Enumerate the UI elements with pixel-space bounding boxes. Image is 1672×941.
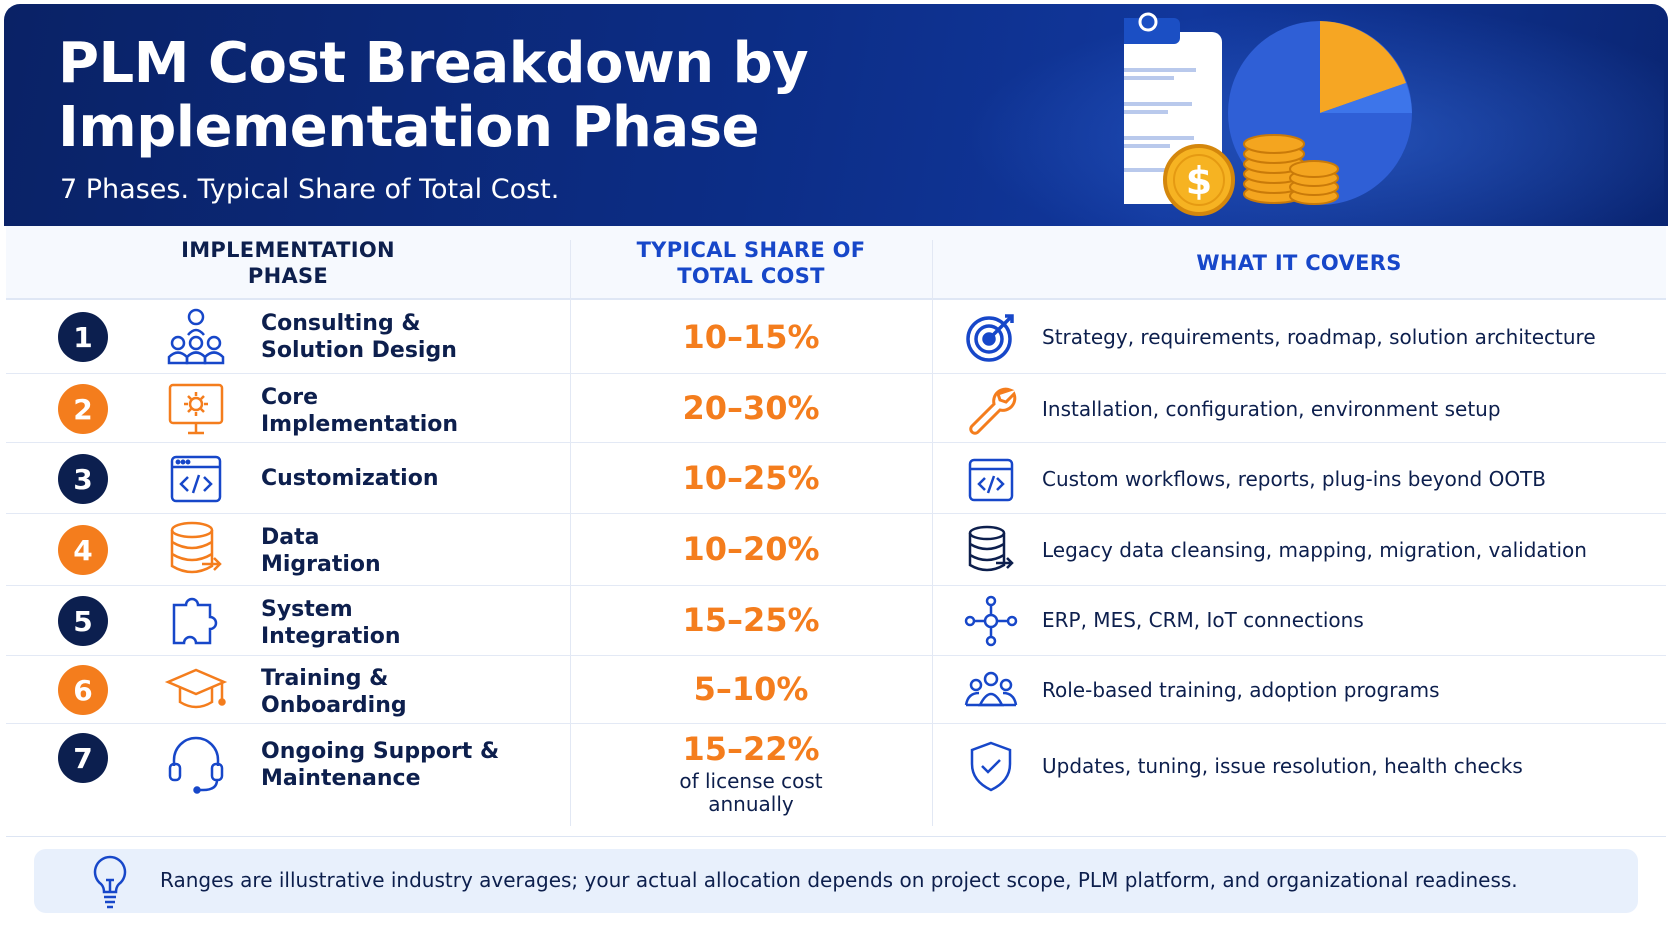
consulting-team-icon [167,308,225,365]
disclaimer-text: Ranges are illustrative industry average… [160,868,1518,892]
table-row: 6 Training & Onboarding 5–10% Role-based … [6,656,1666,724]
column-header-phase: IMPLEMENTATION PHASE [181,238,395,288]
column-header-share: TYPICAL SHARE OF TOTAL COST [636,238,866,288]
cost-share-value: 15–25% [682,601,820,639]
table-header: IMPLEMENTATION PHASE TYPICAL SHARE OF TOTA… [6,226,1666,300]
column-header-covers: WHAT IT COVERS [1196,251,1402,275]
table-row: 4 Data Migration 10–20% Legacy data clean… [6,514,1666,586]
clipboard-pie-coins-icon: $ [1124,12,1412,216]
cost-share-note: of license cost annually [679,769,823,816]
lightbulb-icon [93,855,127,909]
wrench-icon [969,387,1017,435]
graduation-cap-icon [164,668,228,709]
network-hub-icon [964,595,1018,647]
cost-table: IMPLEMENTATION PHASE TYPICAL SHARE OF TOTA… [6,226,1666,837]
title-line-2: Implementation Phase [58,95,760,160]
phase-number-badge: 1 [58,312,108,362]
phase-name: Core Implementation [261,385,459,437]
phase-name: Ongoing Support & Maintenance [261,739,500,791]
table-row: 3 Customization 10–25% Custom workflows,… [6,443,1666,514]
table-row: 7 Ongoing Support & Maintenance 15–22% of… [6,724,1666,816]
database-arrow-icon [170,521,222,574]
phase-number-badge: 2 [58,384,108,434]
table-row: 2 Core Implementation 20–30% Installation… [6,374,1666,443]
phase-name: Consulting & Solution Design [261,311,457,363]
cost-share-value: 5–10% [693,670,809,708]
shield-check-icon [970,741,1012,792]
phase-name: Customization [261,466,439,491]
cost-share-value: 10–25% [682,459,820,497]
phase-number-badge: 4 [58,525,108,575]
cost-share-value: 10–20% [682,530,820,568]
phase-number-badge: 3 [58,454,108,504]
covers-description: Custom workflows, reports, plug-ins beyo… [1042,467,1546,491]
database-arrow-icon [968,525,1014,572]
people-group-icon [964,671,1018,707]
covers-description: Installation, configuration, environment… [1042,397,1501,421]
cost-share-value: 15–22% [682,730,820,768]
phase-number-badge: 5 [58,596,108,646]
covers-description: Legacy data cleansing, mapping, migratio… [1042,538,1587,562]
disclaimer-note: Ranges are illustrative industry average… [34,849,1638,913]
header-banner: PLM Cost Breakdown by Implementation Pha… [4,4,1668,226]
column-divider [932,240,933,826]
page-title: PLM Cost Breakdown by Implementation Pha… [58,32,958,160]
covers-description: Strategy, requirements, roadmap, solutio… [1042,325,1596,349]
phase-number-badge: 6 [58,665,108,715]
cost-share-value: 10–15% [682,318,820,356]
table-row: 5 System Integration 15–25% ERP, MES, CRM… [6,586,1666,656]
page-subtitle: 7 Phases. Typical Share of Total Cost. [60,174,560,205]
puzzle-icon [172,597,218,645]
code-window-icon [170,455,222,503]
title-line-1: PLM Cost Breakdown by [58,31,809,96]
covers-description: Role-based training, adoption programs [1042,678,1440,702]
code-window-icon [968,458,1014,502]
headset-icon [168,736,224,794]
phase-number-badge: 7 [58,733,108,783]
svg-text:$: $ [1186,159,1212,203]
phase-name: Data Migration [261,525,381,577]
target-icon [966,314,1014,362]
cost-share-value: 20–30% [682,389,820,427]
table-row: 1 Consulting & Solution Design 10–15% Str… [6,300,1666,374]
monitor-gear-icon [168,383,224,435]
phase-name: System Integration [261,597,401,649]
covers-description: Updates, tuning, issue resolution, healt… [1042,754,1523,778]
covers-description: ERP, MES, CRM, IoT connections [1042,608,1364,632]
phase-name: Training & Onboarding [261,666,407,718]
column-divider [570,240,571,826]
